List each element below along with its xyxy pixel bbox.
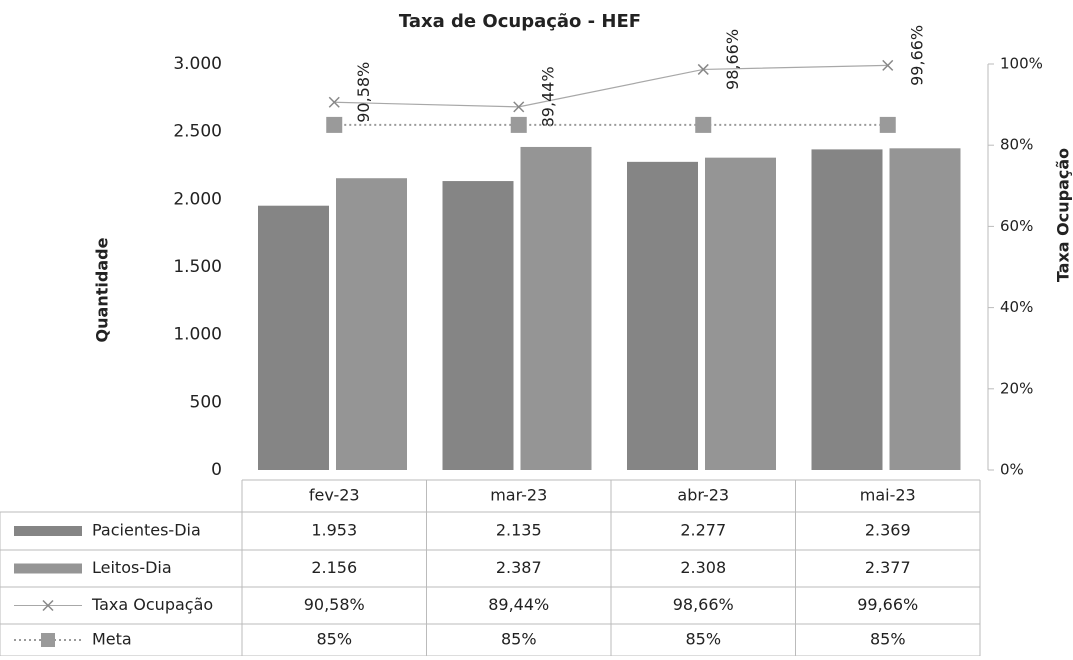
table-cell: 85%	[685, 630, 721, 649]
y2-tick-label: 40%	[1000, 298, 1033, 316]
y-tick-label: 1.000	[173, 325, 222, 345]
table-cell: 85%	[501, 630, 537, 649]
y-tick-label: 2.000	[173, 189, 222, 209]
bar	[889, 148, 961, 470]
legend-key	[14, 526, 82, 536]
x-tick-label: mar-23	[490, 486, 547, 505]
bar	[336, 178, 407, 471]
y2-tick-label: 100%	[1000, 55, 1043, 73]
bar	[627, 161, 698, 470]
marker	[510, 116, 527, 133]
x-tick-label: fev-23	[309, 486, 360, 505]
data-label: 89,44%	[538, 66, 557, 127]
legend-label: Leitos-Dia	[92, 558, 172, 577]
y-tick-label: 3.000	[173, 54, 222, 74]
marker	[326, 116, 343, 133]
legend-key	[42, 599, 54, 612]
data-label: 98,66%	[723, 29, 742, 90]
table-cell: 85%	[316, 630, 352, 649]
y2-axis-title: Taxa Ocupação	[1054, 148, 1073, 282]
table-cell: 90,58%	[304, 595, 365, 614]
table-cell: 2.156	[311, 558, 357, 577]
table-cell: 2.135	[496, 521, 542, 540]
marker	[882, 59, 894, 71]
y-tick-label: 0	[211, 460, 222, 480]
table-cell: 1.953	[311, 521, 357, 540]
chart-title: Taxa de Ocupação - HEF	[399, 11, 641, 32]
y-tick-label: 500	[190, 392, 222, 412]
table-cell: 2.387	[496, 558, 542, 577]
data-label: 99,66%	[907, 25, 926, 86]
marker	[695, 116, 712, 133]
y2-tick-label: 20%	[1000, 379, 1033, 397]
bar	[705, 157, 776, 470]
legend-label: Meta	[92, 630, 132, 649]
y2-tick-label: 60%	[1000, 217, 1033, 235]
table-cell: 98,66%	[673, 595, 734, 614]
bar	[442, 181, 514, 470]
marker	[513, 101, 525, 113]
legend-key	[14, 563, 82, 574]
y2-tick-label: 80%	[1000, 136, 1033, 154]
legend-label: Pacientes-Dia	[92, 521, 201, 540]
table-cell: 89,44%	[488, 595, 549, 614]
y-axis-title: Quantidade	[93, 237, 112, 342]
y-tick-label: 1.500	[173, 257, 222, 277]
marker	[328, 96, 340, 108]
y2-tick-label: 0%	[1000, 461, 1024, 479]
legend-key	[41, 633, 55, 647]
line	[334, 64, 888, 108]
table-cell: 2.377	[865, 558, 911, 577]
bar	[520, 146, 592, 470]
x-tick-label: mai-23	[860, 486, 916, 505]
x-tick-label: abr-23	[677, 486, 729, 505]
table-cell: 2.369	[865, 521, 911, 540]
table-cell: 85%	[870, 630, 906, 649]
legend-label: Taxa Ocupação	[91, 595, 213, 614]
data-label: 90,58%	[354, 62, 373, 123]
bar	[811, 149, 883, 471]
table-cell: 2.277	[680, 521, 726, 540]
marker	[697, 63, 709, 75]
table-cell: 2.308	[680, 558, 726, 577]
y-tick-label: 2.500	[173, 122, 222, 142]
table-cell: 99,66%	[857, 595, 918, 614]
bar	[258, 205, 329, 470]
marker	[879, 116, 896, 133]
